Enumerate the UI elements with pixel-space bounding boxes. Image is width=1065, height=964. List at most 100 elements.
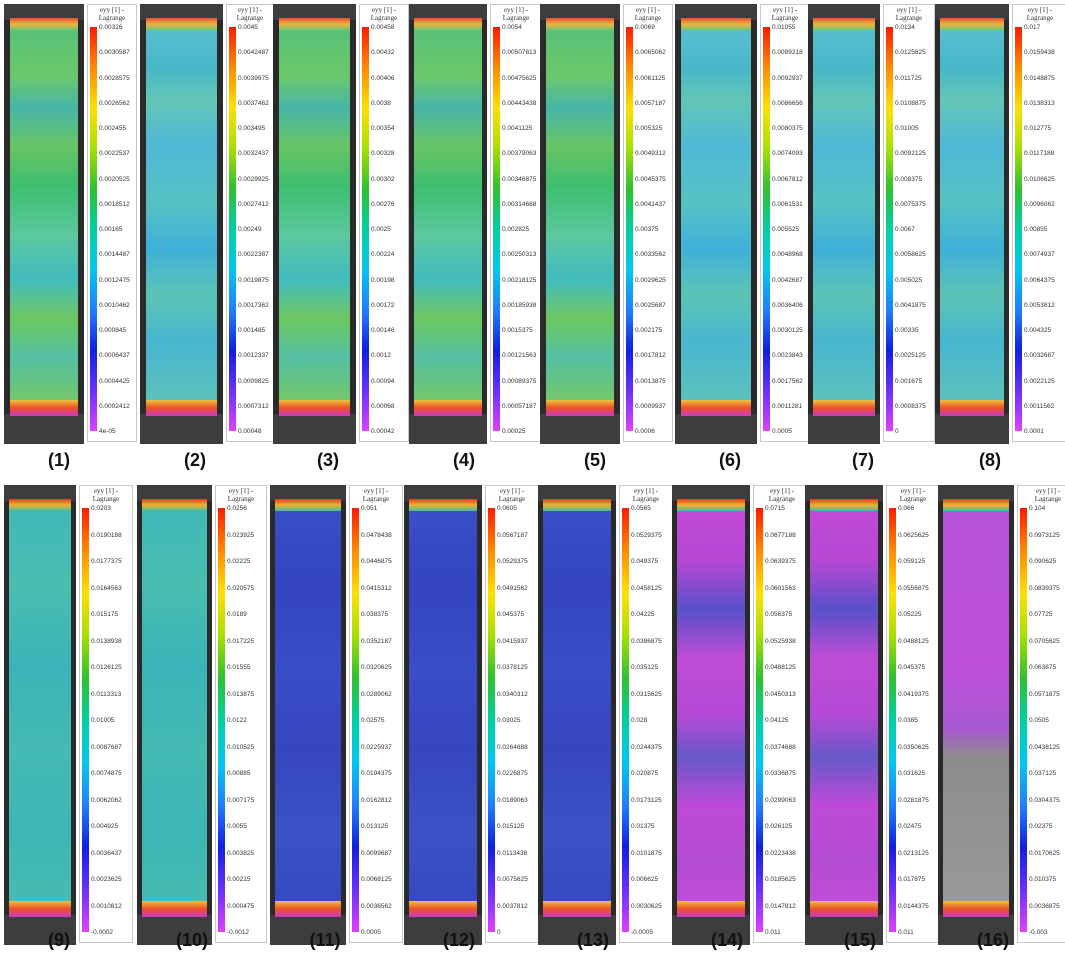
colorbar-legend: eyy [1] - Lagrange 0.0069 0.0065062 0.006112… [623,4,673,442]
bottom-strain-band [409,901,477,917]
legend-subtitle: Lagrange [1026,14,1054,22]
bottom-strain-band [9,901,71,917]
tick-label: 0.0677188 [765,531,796,539]
tick-label: 0.0973125 [1029,531,1060,539]
tick-label: 0.00215 [227,876,251,883]
tick-label: 0.017 [1024,24,1041,31]
tick-label: 0.0108875 [895,99,926,107]
tick-label: 0.0028575 [99,74,130,82]
tick-label: 0.0036875 [1029,902,1060,910]
colorbar-gradient [1015,27,1022,431]
specimen-image [4,4,84,444]
tick-label: 0.00172 [371,301,395,309]
tick-label: 0.00042 [371,428,395,435]
tick-label: 0.0036406 [772,301,803,309]
specimen-image [672,485,750,945]
tick-label: 0.0065062 [635,49,666,57]
strain-field [543,503,611,913]
tick-label: 0.0004425 [99,377,130,385]
tick-label: 0.0488125 [765,664,796,671]
tick-label: 0.0601563 [765,584,796,592]
bottom-strain-band [278,400,351,416]
specimen-image [137,485,212,945]
tick-label: 0.00855 [1024,226,1048,233]
tick-label: 0.020575 [227,584,255,592]
tick-label: 0.0099687 [361,849,392,857]
tick-label: 0.0164563 [91,584,122,592]
strain-field [409,503,477,913]
tick-label: 0.02475 [898,823,922,830]
bottom-grip [540,414,620,444]
tick-label: 0.0012475 [99,276,130,284]
top-strain-band [145,18,218,30]
specimen-image [4,485,76,945]
colorbar-ticks: 0.0134 0.0125625 0.011725 0.0108875 0.01005 0… [895,5,933,441]
specimen-image [270,485,346,945]
bottom-grip [409,414,487,444]
colorbar-ticks: 0.00326 0.0030587 0.0028575 0.0026562 0.0024… [99,5,135,441]
tick-label: 0.0189 [227,611,247,618]
tick-label: 0.0125625 [895,49,926,57]
tick-label: 0.04125 [765,717,789,724]
panel-caption: (15) [843,930,876,950]
tick-label: 0.0336875 [765,770,796,777]
tick-label: 0.0092125 [895,150,926,158]
tick-label: 0.011 [898,929,914,936]
strain-field [145,22,218,412]
tick-label: 0.0177375 [91,558,122,565]
tick-label: 0.0491562 [497,584,528,592]
tick-label: 0.002175 [635,327,663,334]
tick-label: 0.0340312 [497,690,528,698]
tick-label: 0.0556875 [898,584,929,592]
bottom-strain-band [545,400,615,416]
colorbar-gradient [218,508,225,932]
tick-label: 0.00335 [895,327,919,334]
tick-label: 0.0064375 [1024,276,1055,284]
strain-field [545,22,615,412]
specimen-image [808,4,880,444]
colorbar-ticks: 0.0069 0.0065062 0.0061125 0.0057187 0.00532… [635,5,671,441]
legend-subtitle: Lagrange [92,495,120,503]
colorbar-ticks: 0.017 0.0159438 0.0148875 0.0138313 0.012775… [1024,5,1065,441]
tick-label: 0.0138313 [1024,99,1055,107]
tick-label: 0.00165 [99,226,123,233]
legend-title: eyy [1] - [371,6,397,14]
tick-label: 0.0030125 [772,327,803,334]
tick-label: 0.0020525 [99,175,130,183]
top-grip [404,485,482,501]
tick-label: 0.007175 [227,796,255,804]
tick-label: 0.00458 [371,24,395,31]
tick-label: 0.013125 [361,823,389,830]
tick-label: 0.00375 [635,226,659,233]
tick-label: 0.0117188 [1024,150,1055,158]
tick-label: 0.0159438 [1024,49,1055,57]
tick-label: 0.0350625 [898,743,929,751]
tick-label: 0.00507813 [502,49,537,57]
tick-label: 0.013875 [227,690,255,698]
tick-label: 0.00146 [371,327,395,334]
panel-caption: (14) [710,930,743,950]
top-grip [805,485,883,501]
bottom-strain-band [810,901,878,917]
specimen-image [538,485,616,945]
tick-label: 0.0450313 [765,690,796,698]
tick-label: 0.0096062 [1024,200,1055,208]
strain-field [9,22,79,412]
tick-label: 0.005025 [895,276,923,284]
colorbar-legend: eyy [1] - Lagrange 0.0565 0.0529375 0.049375… [619,485,673,943]
tick-label: 0.00250313 [502,251,537,259]
tick-label: 0.02375 [1029,823,1053,830]
tick-label: 0.0415937 [497,637,528,645]
tick-label: 0.012775 [1024,125,1052,132]
panel-7: eyy [1] - Lagrange 0.0134 0.0125625 0.011725… [808,4,935,444]
tick-label: 0.0352187 [361,637,392,645]
top-strain-band [677,499,745,511]
tick-label: 0.0029625 [635,276,666,284]
bottom-strain-band [142,901,207,917]
tick-label: 0.0015375 [502,327,533,334]
colorbar-ticks: 0.104 0.0973125 0.090625 0.0839375 0.07725 0.… [1029,486,1065,942]
tick-label: 0.0289062 [361,690,392,698]
panel-caption: (10) [175,930,208,950]
tick-label: 0.00198 [371,276,395,284]
legend-title: eyy [1] - [633,487,659,495]
